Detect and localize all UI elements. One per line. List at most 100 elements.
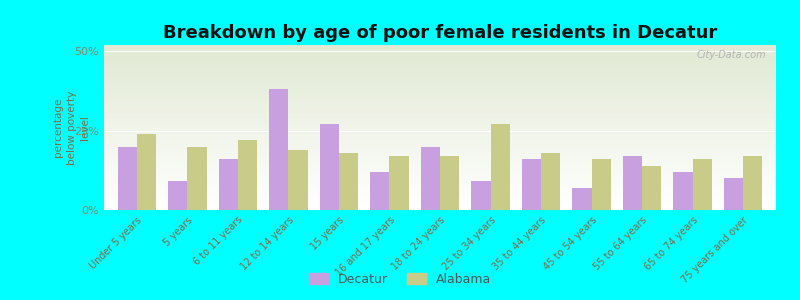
Bar — [104, 61, 776, 63]
Bar — [104, 151, 776, 152]
Bar — [104, 60, 776, 61]
Bar — [370, 172, 390, 210]
Bar — [104, 101, 776, 103]
Bar — [104, 99, 776, 101]
Bar — [104, 169, 776, 170]
Bar — [693, 159, 712, 210]
Bar — [104, 126, 776, 128]
Bar — [623, 156, 642, 210]
Bar — [104, 81, 776, 83]
Bar — [218, 159, 238, 210]
Bar — [104, 108, 776, 109]
Bar — [104, 178, 776, 180]
Bar — [104, 93, 776, 94]
Bar — [104, 188, 776, 190]
Bar — [187, 146, 206, 210]
Bar — [104, 180, 776, 182]
Bar — [104, 174, 776, 175]
Bar — [104, 184, 776, 185]
Bar — [104, 137, 776, 139]
Bar — [104, 96, 776, 98]
Bar — [104, 142, 776, 144]
Bar — [104, 58, 776, 60]
Bar — [104, 55, 776, 56]
Legend: Decatur, Alabama: Decatur, Alabama — [304, 268, 496, 291]
Bar — [104, 78, 776, 80]
Bar — [104, 121, 776, 122]
Bar — [104, 85, 776, 86]
Bar — [320, 124, 339, 210]
Bar — [724, 178, 743, 210]
Bar — [104, 53, 776, 55]
Bar — [104, 197, 776, 199]
Bar — [104, 94, 776, 96]
Bar — [104, 182, 776, 184]
Bar — [104, 45, 776, 46]
Bar — [104, 106, 776, 108]
Bar — [104, 139, 776, 141]
Bar — [421, 146, 440, 210]
Bar — [572, 188, 591, 210]
Bar — [104, 195, 776, 197]
Bar — [104, 152, 776, 154]
Bar — [104, 56, 776, 58]
Bar — [104, 129, 776, 131]
Bar — [104, 63, 776, 65]
Bar — [118, 146, 137, 210]
Bar — [104, 207, 776, 208]
Text: City-Data.com: City-Data.com — [696, 50, 766, 60]
Bar — [642, 166, 662, 210]
Bar — [104, 165, 776, 167]
Bar — [104, 86, 776, 88]
Bar — [104, 134, 776, 136]
Bar — [104, 154, 776, 155]
Bar — [104, 73, 776, 75]
Bar — [104, 109, 776, 111]
Bar — [104, 83, 776, 85]
Bar — [104, 202, 776, 203]
Bar — [104, 190, 776, 192]
Bar — [104, 80, 776, 81]
Bar — [104, 98, 776, 99]
Bar — [104, 200, 776, 202]
Bar — [104, 155, 776, 157]
Bar — [104, 131, 776, 132]
Bar — [104, 162, 776, 164]
Bar — [674, 172, 693, 210]
Bar — [238, 140, 257, 210]
Bar — [104, 89, 776, 91]
Bar — [104, 76, 776, 78]
Bar — [522, 159, 541, 210]
Bar — [104, 66, 776, 68]
Bar — [104, 91, 776, 93]
Bar — [104, 160, 776, 162]
Bar — [104, 144, 776, 146]
Bar — [104, 203, 776, 205]
Bar — [104, 149, 776, 151]
Bar — [104, 116, 776, 118]
Title: Breakdown by age of poor female residents in Decatur: Breakdown by age of poor female resident… — [163, 24, 717, 42]
Bar — [104, 177, 776, 178]
Bar — [104, 124, 776, 126]
Bar — [104, 103, 776, 104]
Bar — [104, 68, 776, 70]
Bar — [104, 185, 776, 187]
Bar — [104, 170, 776, 172]
Bar — [471, 182, 490, 210]
Bar — [104, 128, 776, 129]
Bar — [104, 132, 776, 134]
Bar — [490, 124, 510, 210]
Bar — [137, 134, 156, 210]
Bar — [390, 156, 409, 210]
Bar — [104, 118, 776, 119]
Bar — [104, 48, 776, 50]
Bar — [104, 172, 776, 174]
Bar — [104, 147, 776, 149]
Bar — [541, 153, 560, 210]
Bar — [104, 205, 776, 207]
Bar — [104, 50, 776, 52]
Bar — [104, 122, 776, 124]
Bar — [104, 111, 776, 112]
Bar — [289, 150, 308, 210]
Bar — [270, 89, 289, 210]
